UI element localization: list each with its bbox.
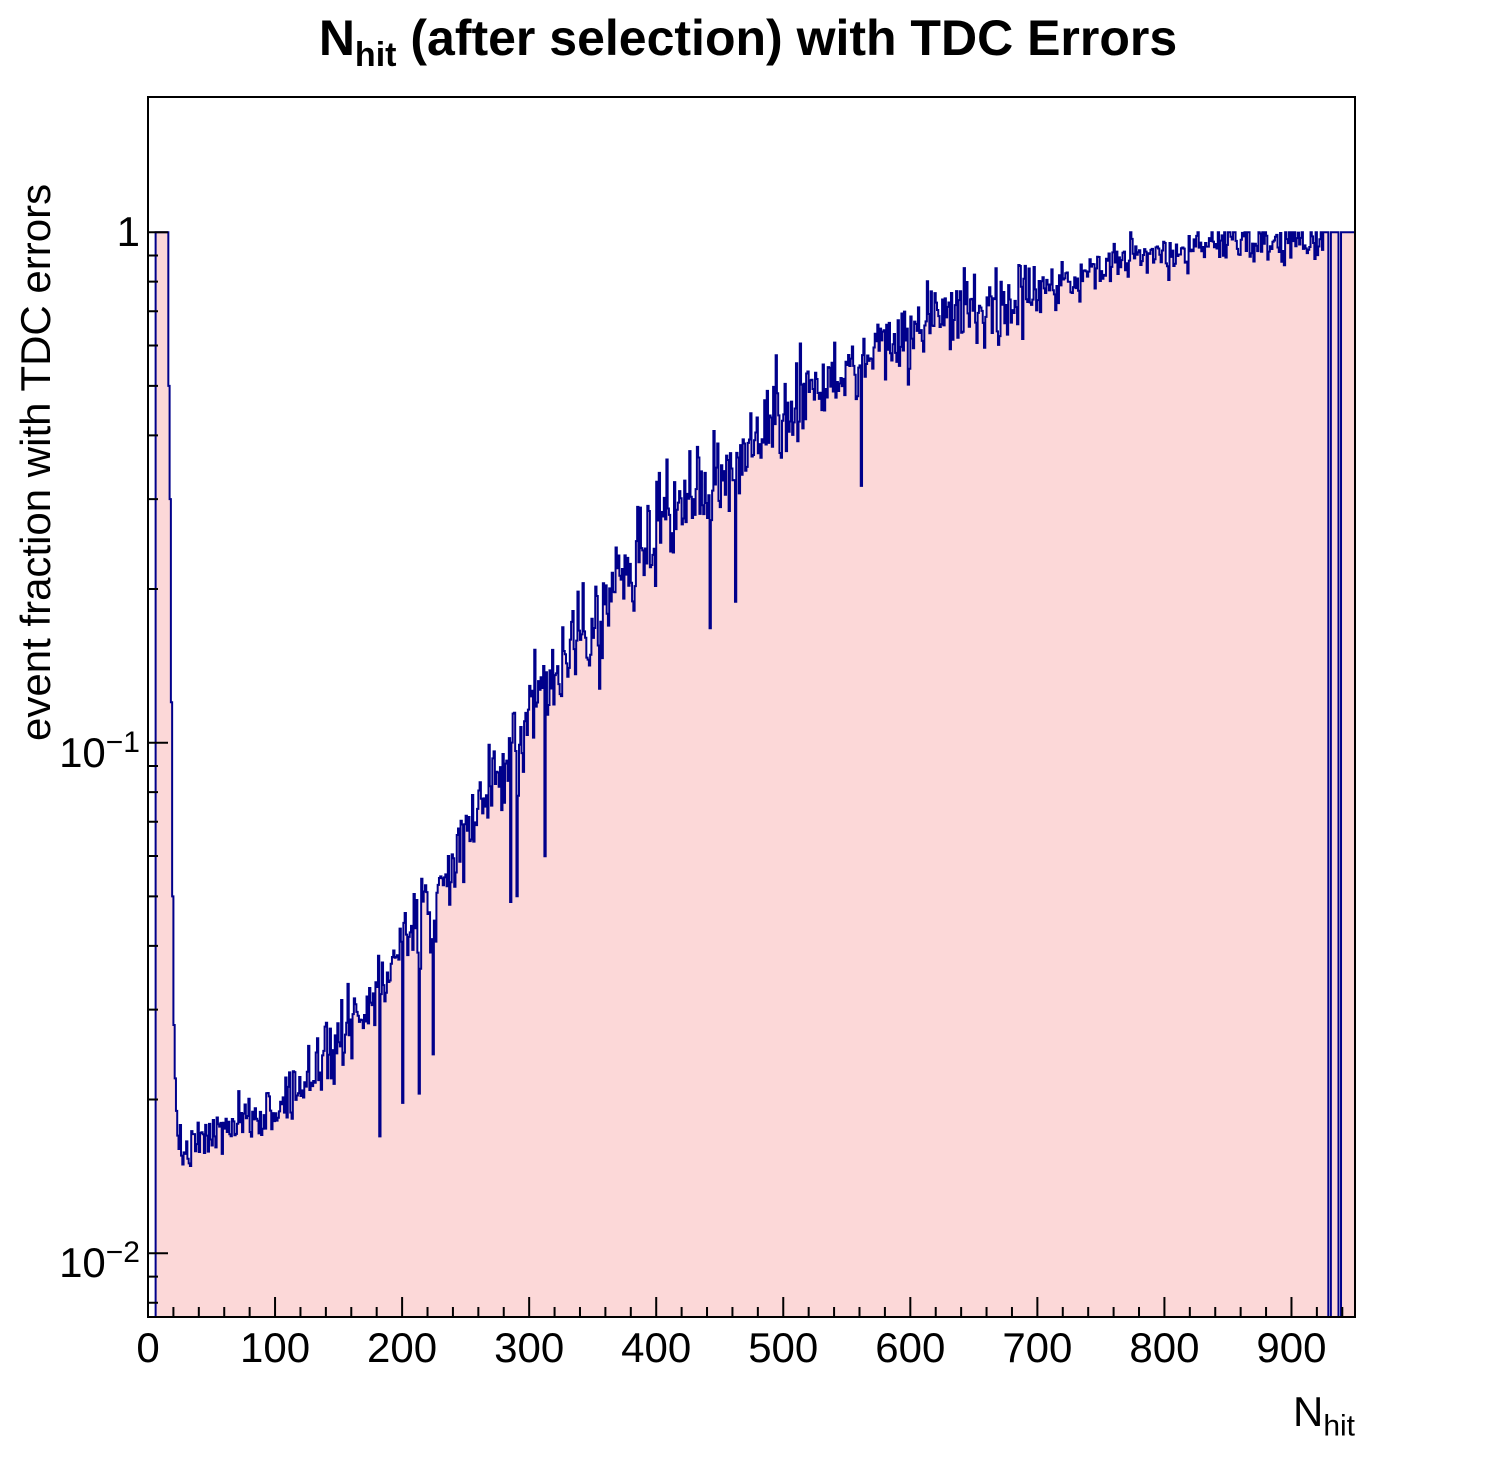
x-axis-title-prefix: N (1292, 1388, 1324, 1435)
x-tick-label: 600 (875, 1324, 946, 1371)
x-tick-label: 200 (367, 1324, 438, 1371)
x-tick-label: 500 (748, 1324, 819, 1371)
axis-ticks (148, 231, 1344, 1317)
y-tick-label: 10−2 (59, 1236, 140, 1287)
chart-title: Nhit (after selection) with TDC Errors (0, 6, 1496, 87)
x-axis-title: Nhit (1055, 1388, 1355, 1450)
x-tick-label: 100 (240, 1324, 311, 1371)
chart-title-prefix: N (318, 10, 355, 66)
plot-frame (147, 96, 1356, 1318)
x-tick-label: 300 (494, 1324, 565, 1371)
chart-title-rest: (after selection) with TDC Errors (396, 10, 1178, 66)
histogram-line (148, 231, 1356, 1318)
y-axis-title: event fraction with TDC errors (12, 183, 59, 741)
x-tick-label: 0 (136, 1324, 160, 1371)
y-tick-label: 1 (116, 208, 140, 256)
y-tick-label: 10−1 (59, 725, 140, 776)
x-tick-label: 700 (1002, 1324, 1073, 1371)
histogram-fill (148, 232, 1355, 1318)
x-tick-label: 800 (1129, 1324, 1200, 1371)
x-tick-label: 900 (1256, 1324, 1327, 1371)
x-axis-title-subscript: hit (1323, 1409, 1355, 1443)
x-tick-label: 400 (621, 1324, 692, 1371)
chart-title-subscript: hit (354, 36, 397, 74)
